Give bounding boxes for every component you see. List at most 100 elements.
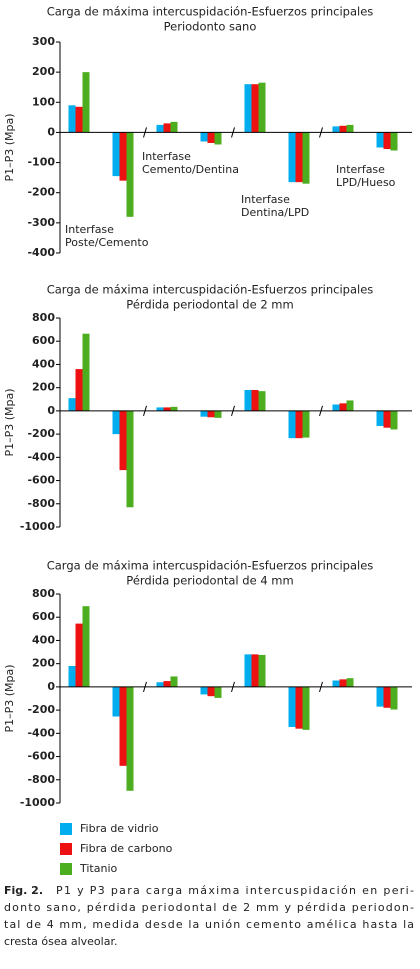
y-tick-label: -600 xyxy=(27,750,55,763)
axis-break xyxy=(231,127,235,138)
caption-line: P1 y P3 para carga máxima intercuspidaci… xyxy=(56,884,414,897)
bar xyxy=(383,686,391,708)
bar xyxy=(383,132,391,150)
bar xyxy=(75,369,83,411)
bar xyxy=(332,126,340,133)
annotation: Cemento/Dentina xyxy=(142,163,239,176)
annotation: Interfase xyxy=(336,163,385,176)
axis-break xyxy=(319,405,323,417)
bar xyxy=(119,132,127,181)
bar xyxy=(75,106,83,133)
bar xyxy=(258,654,266,687)
bar xyxy=(200,132,208,142)
bar xyxy=(339,679,347,687)
bar xyxy=(68,105,76,133)
bar xyxy=(170,676,178,687)
bar xyxy=(126,410,134,508)
bar xyxy=(295,686,303,729)
bar xyxy=(68,665,76,687)
legend-swatch xyxy=(60,843,72,855)
y-tick-label: -200 xyxy=(27,427,55,440)
bar xyxy=(170,121,178,133)
y-tick-label: 0 xyxy=(47,680,55,693)
legend-swatch xyxy=(60,863,72,875)
y-tick-label: 600 xyxy=(32,610,55,623)
bar xyxy=(163,123,171,133)
annotation: Interfase xyxy=(241,193,290,206)
axis-break xyxy=(143,405,147,417)
axis-break xyxy=(231,405,235,417)
y-tick-label: 400 xyxy=(32,357,55,370)
y-tick-label: -400 xyxy=(27,726,55,739)
bar xyxy=(244,654,252,687)
y-tick-label: -1000 xyxy=(20,796,56,809)
bar xyxy=(295,132,303,183)
y-axis-label: P1–P3 (Mpa) xyxy=(3,388,16,456)
y-tick-label: -800 xyxy=(27,497,55,510)
bar xyxy=(390,132,398,151)
bar xyxy=(390,686,398,710)
bar xyxy=(207,132,215,143)
annotation: Interfase xyxy=(65,223,114,236)
y-tick-label: 600 xyxy=(32,334,55,347)
bar xyxy=(68,398,76,411)
axis-break xyxy=(231,681,235,693)
chart-title: Carga de máxima intercuspidación-Esfuerz… xyxy=(47,283,374,297)
annotation: Poste/Cemento xyxy=(65,236,149,249)
bar xyxy=(302,410,310,438)
y-tick-label: 100 xyxy=(32,95,55,108)
bar xyxy=(346,678,354,687)
bar xyxy=(214,686,222,698)
bar xyxy=(119,686,127,766)
bar xyxy=(251,654,259,687)
caption-label: Fig. 2. xyxy=(4,884,43,897)
y-tick-label: 0 xyxy=(47,404,55,417)
bar xyxy=(156,407,164,411)
bar xyxy=(82,606,90,687)
axis-break xyxy=(143,681,147,693)
bar xyxy=(295,410,303,439)
y-tick-label: -600 xyxy=(27,474,55,487)
bar xyxy=(244,389,252,411)
caption-line: donto sano, pérdida periodontal de 2 mm … xyxy=(4,901,414,914)
y-tick-label: 200 xyxy=(32,65,55,78)
bar xyxy=(163,407,171,411)
y-tick-label: -400 xyxy=(27,246,55,259)
legend-label: Fibra de carbono xyxy=(80,842,173,855)
bar xyxy=(390,410,398,430)
bar xyxy=(112,132,120,177)
bar xyxy=(288,686,296,727)
bar xyxy=(288,410,296,439)
bar xyxy=(339,403,347,411)
y-tick-label: 400 xyxy=(32,633,55,646)
y-tick-label: -1000 xyxy=(20,520,56,533)
bar xyxy=(200,686,208,695)
y-tick-label: 0 xyxy=(47,125,55,138)
bar xyxy=(376,410,384,426)
legend-swatch xyxy=(60,823,72,835)
bar xyxy=(75,623,83,687)
bar xyxy=(302,686,310,730)
bar xyxy=(126,686,134,791)
axis-break xyxy=(143,127,147,138)
y-tick-label: 800 xyxy=(32,311,55,324)
bar xyxy=(244,84,252,133)
y-tick-label: -100 xyxy=(27,156,55,169)
y-tick-label: -400 xyxy=(27,450,55,463)
bar xyxy=(112,686,120,717)
annotation: LPD/Hueso xyxy=(336,176,396,189)
bar xyxy=(251,84,259,133)
bar xyxy=(207,410,215,418)
bar xyxy=(339,125,347,133)
bar xyxy=(346,124,354,133)
y-tick-label: 200 xyxy=(32,381,55,394)
bar xyxy=(214,410,222,418)
bar xyxy=(82,333,90,411)
axis-break xyxy=(319,681,323,693)
bar xyxy=(200,410,208,417)
bar xyxy=(207,686,215,697)
annotation: Dentina/LPD xyxy=(241,206,309,219)
bar xyxy=(332,680,340,687)
caption-line: cresta ósea alveolar. xyxy=(4,935,117,948)
bar xyxy=(383,410,391,428)
